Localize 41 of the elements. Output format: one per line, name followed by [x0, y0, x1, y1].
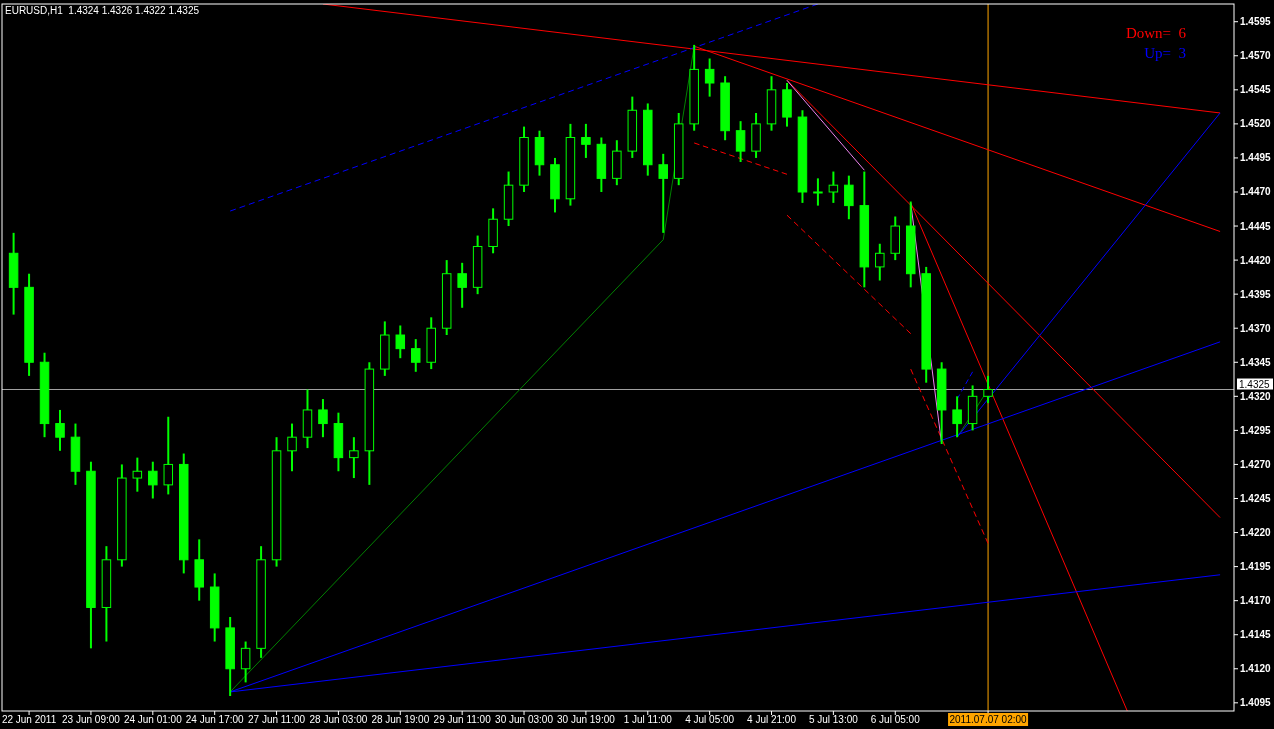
x-tick-label: 2011.07.07 02:00 [949, 714, 1028, 725]
y-tick-label: 1.4320 [1240, 390, 1272, 402]
y-tick-label: 1.4445 [1240, 220, 1272, 232]
ref-line-label: 1.4325 [1239, 378, 1271, 390]
y-tick-label: 1.4520 [1240, 118, 1272, 130]
y-tick-label: 1.4395 [1240, 288, 1272, 300]
y-tick-label: 1.4270 [1240, 458, 1272, 470]
x-tick-label: 23 Jun 09:00 [62, 714, 121, 725]
y-tick-label: 1.4345 [1240, 356, 1272, 368]
x-tick-label: 29 Jun 11:00 [433, 714, 492, 725]
x-tick-label: 24 Jun 01:00 [123, 714, 183, 725]
x-tick-label: 4 Jul 05:00 [685, 714, 735, 725]
y-tick-label: 1.4470 [1240, 186, 1272, 198]
y-tick-label: 1.4170 [1240, 595, 1272, 607]
x-tick-label: 24 Jun 17:00 [185, 714, 245, 725]
x-tick-label: 5 Jul 13:00 [808, 714, 859, 725]
x-tick-label: 27 Jun 11:00 [248, 714, 306, 725]
y-tick-label: 1.4245 [1240, 492, 1272, 504]
x-tick-label: 30 Jun 03:00 [495, 714, 554, 725]
y-tick-label: 1.4095 [1240, 697, 1272, 709]
y-tick-label: 1.4195 [1240, 561, 1272, 573]
y-tick-label: 1.4220 [1240, 527, 1272, 539]
x-tick-label: 6 Jul 05:00 [870, 714, 921, 725]
y-tick-label: 1.4120 [1240, 663, 1272, 675]
x-tick-label: 28 Jun 19:00 [371, 714, 430, 725]
y-tick-label: 1.4295 [1240, 424, 1272, 436]
x-tick-label: 28 Jun 03:00 [309, 714, 368, 725]
y-tick-label: 1.4495 [1240, 152, 1272, 164]
y-tick-label: 1.4370 [1240, 322, 1272, 334]
annotation: Up= 3 [1144, 45, 1186, 61]
x-tick-label: 4 Jul 21:00 [747, 714, 797, 725]
x-tick-label: 30 Jun 19:00 [556, 714, 616, 725]
x-tick-label: 1 Jul 11:00 [623, 714, 673, 725]
y-tick-label: 1.4570 [1240, 50, 1272, 62]
y-tick-label: 1.4545 [1240, 84, 1272, 96]
y-tick-label: 1.4595 [1240, 16, 1272, 28]
x-tick-label: 22 Jun 2011 [1, 714, 57, 725]
chart-title: EURUSD,H1 1.4324 1.4326 1.4322 1.4325 [5, 5, 200, 16]
y-tick-label: 1.4145 [1240, 629, 1272, 641]
annotation: Down= 6 [1125, 25, 1187, 41]
y-tick-label: 1.4420 [1240, 254, 1272, 266]
